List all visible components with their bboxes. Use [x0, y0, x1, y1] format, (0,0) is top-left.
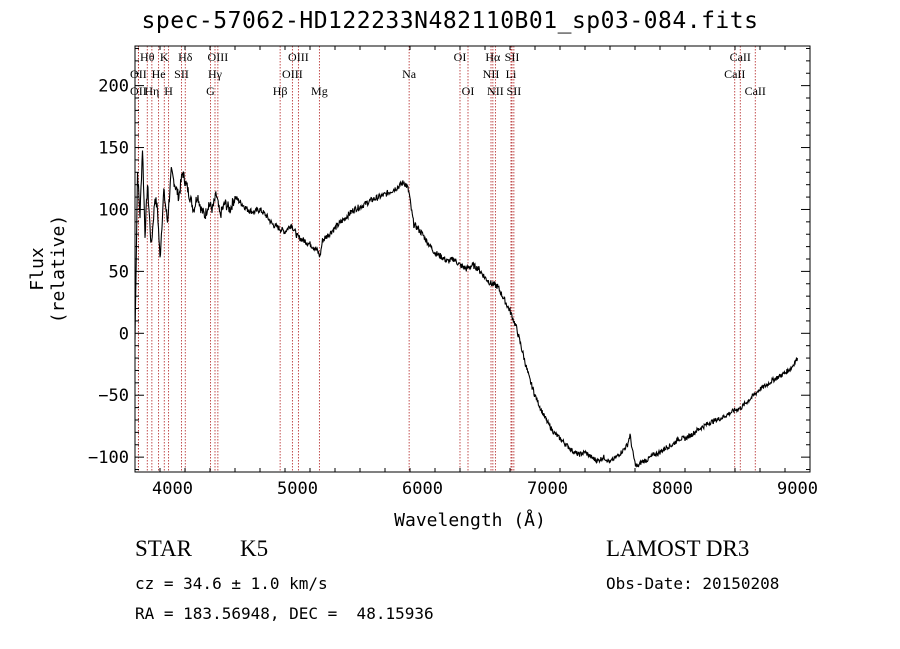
line-marker-label: NII [483, 67, 500, 81]
line-marker-label: Hδ [178, 50, 193, 64]
line-marker-label: Hγ [208, 67, 223, 81]
x-tick-label: 9000 [777, 479, 818, 499]
object-type: STAR [135, 536, 192, 561]
plot-frame [134, 45, 811, 473]
line-marker-label: SII [174, 67, 189, 81]
line-marker-label: OI [454, 50, 467, 64]
y-tick-label: 100 [98, 200, 129, 220]
coordinates: RA = 183.56948, DEC = 48.15936 [135, 604, 434, 623]
line-marker-label: K [160, 50, 169, 64]
spectral-subclass: K5 [240, 536, 269, 561]
line-marker-label: OIII [208, 50, 229, 64]
line-marker-label: H [164, 84, 173, 98]
line-marker-label: CaII [730, 50, 751, 64]
chart-title: spec-57062-HD122233N482110B01_sp03-084.f… [141, 8, 759, 34]
line-marker-label: NII [487, 84, 504, 98]
y-tick-label: 200 [98, 77, 129, 97]
line-marker-label: Li [506, 67, 517, 81]
spectrum-series-line [134, 150, 799, 468]
line-marker-label: G [206, 84, 215, 98]
line-marker-label: He [152, 67, 166, 81]
observation-date: Obs-Date: 20150208 [606, 574, 780, 593]
line-marker-label: Mg [311, 84, 328, 98]
line-marker-label: Na [402, 67, 417, 81]
x-axis-ticks: 4000 5000 6000 7000 8000 9000 [134, 46, 818, 499]
x-tick-label: 8000 [652, 479, 693, 499]
line-marker-label: Hβ [273, 84, 288, 98]
x-tick-label: 5000 [277, 479, 318, 499]
x-tick-label: 6000 [402, 479, 443, 499]
line-marker-label: Hθ [140, 50, 155, 64]
line-marker-label: CaII [724, 67, 745, 81]
line-marker-label: OI [462, 84, 475, 98]
line-markers [137, 46, 756, 472]
x-tick-label: 4000 [152, 479, 193, 499]
y-axis-ticks: −100 −50 0 50 100 150 200 [88, 47, 810, 471]
y-tick-label: −50 [98, 386, 129, 406]
y-tick-label: 50 [109, 262, 129, 282]
y-tick-label: 0 [119, 324, 129, 344]
y-tick-label: 150 [98, 139, 129, 159]
line-marker-label: OIII [288, 50, 309, 64]
survey-name: LAMOST DR3 [606, 536, 750, 561]
line-marker-label: Hα [485, 50, 501, 64]
line-marker-label: OIII [282, 67, 303, 81]
line-marker-label: CaII [745, 84, 766, 98]
line-marker-label: SII [505, 50, 520, 64]
x-tick-label: 7000 [527, 479, 568, 499]
line-marker-label: OII [130, 84, 147, 98]
line-marker-label: SII [507, 84, 522, 98]
line-marker-label: OII [130, 67, 147, 81]
line-marker-label: Hη [144, 84, 159, 98]
y-axis-label: Flux (relative) [27, 214, 69, 324]
redshift-value: cz = 34.6 ± 1.0 km/s [135, 574, 328, 593]
y-tick-label: −100 [88, 448, 129, 468]
x-axis-label: Wavelength (Å) [394, 510, 546, 531]
